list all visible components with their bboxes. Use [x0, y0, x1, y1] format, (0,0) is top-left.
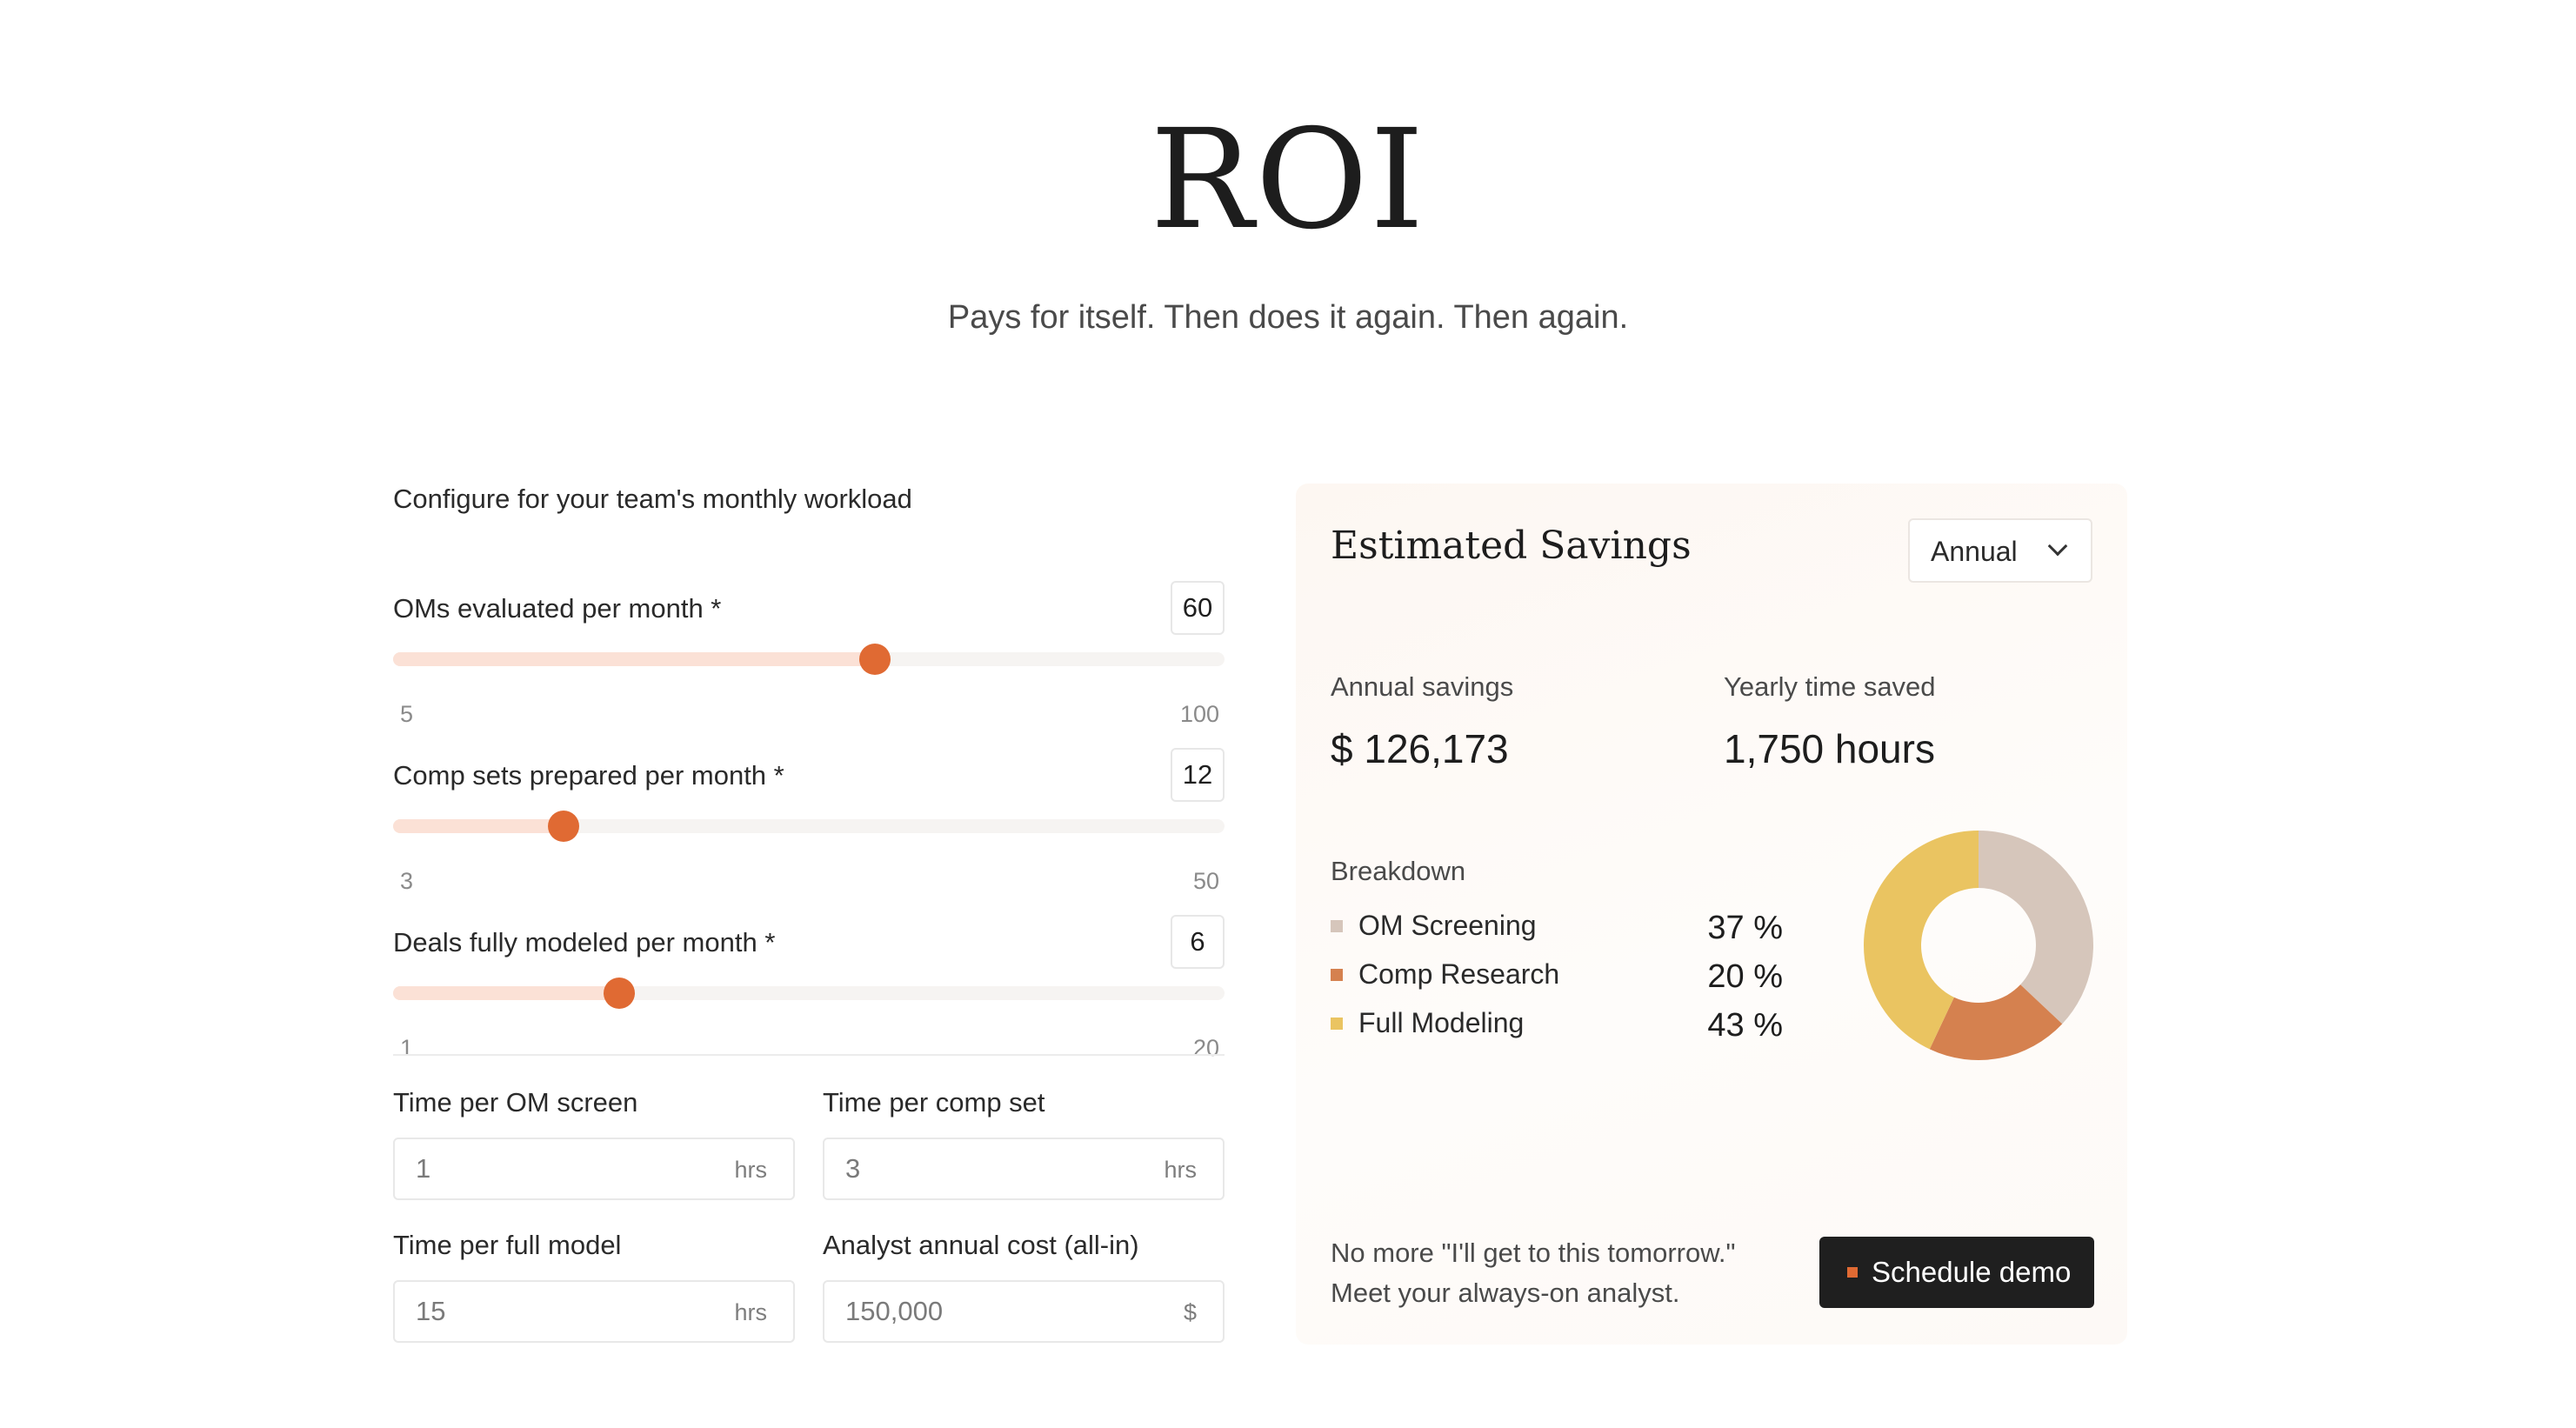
- comps-slider-label: Comp sets prepared per month *: [393, 760, 784, 791]
- oms-slider-min: 5: [400, 701, 414, 727]
- analyst-cost-label: Analyst annual cost (all-in): [823, 1230, 1139, 1260]
- annual-savings-value: $ 126,173: [1331, 726, 1509, 771]
- breakdown-percent: 37 %: [1707, 910, 1783, 946]
- donut-slice-om-screening: [1979, 831, 2093, 1024]
- breakdown-row-full-modeling: Full Modeling 43 %: [1331, 1005, 1783, 1044]
- oms-slider-track[interactable]: [393, 644, 1225, 675]
- comp-time-field[interactable]: hrs: [823, 1138, 1225, 1200]
- schedule-demo-button[interactable]: Schedule demo: [1819, 1237, 2094, 1308]
- page-title: ROI: [1150, 100, 1426, 260]
- chevron-down-icon: [2047, 536, 2068, 557]
- breakdown-name: Comp Research: [1358, 958, 1560, 990]
- om-time-label: Time per OM screen: [393, 1087, 638, 1118]
- model-time-unit: hrs: [734, 1299, 767, 1325]
- legend-swatch-full-modeling: [1331, 1018, 1343, 1030]
- cta-line-2: Meet your always-on analyst.: [1331, 1278, 1680, 1308]
- comp-time-input[interactable]: [845, 1139, 1106, 1198]
- deals-slider-max: 20: [1192, 1035, 1219, 1061]
- donut-slice-comp-research: [1929, 984, 2063, 1060]
- breakdown-donut-chart: [1864, 831, 2093, 1060]
- comps-slider-fill: [393, 819, 564, 833]
- breakdown-name: Full Modeling: [1358, 1007, 1525, 1038]
- analyst-cost-input[interactable]: [845, 1282, 1106, 1341]
- savings-title: Estimated Savings: [1331, 524, 1692, 568]
- om-time-input[interactable]: [416, 1139, 677, 1198]
- donut-slice-full-modeling: [1864, 831, 1979, 1050]
- page-subtitle: Pays for itself. Then does it again. The…: [947, 299, 1629, 336]
- model-time-input[interactable]: [416, 1282, 677, 1341]
- time-saved-label: Yearly time saved: [1724, 671, 1936, 702]
- annual-savings-label: Annual savings: [1331, 671, 1514, 702]
- comps-slider-min: 3: [400, 868, 414, 894]
- comps-value-input[interactable]: 12: [1171, 748, 1225, 802]
- breakdown-row-om-screening: OM Screening 37 %: [1331, 908, 1783, 946]
- model-time-label: Time per full model: [393, 1230, 622, 1260]
- period-select-value: Annual: [1931, 536, 2018, 567]
- analyst-cost-unit: $: [1183, 1299, 1197, 1325]
- breakdown-name: OM Screening: [1358, 910, 1537, 941]
- breakdown-title: Breakdown: [1331, 856, 1466, 886]
- legend-swatch-om-screening: [1331, 920, 1343, 932]
- breakdown-percent: 20 %: [1707, 958, 1783, 995]
- period-select[interactable]: Annual: [1908, 518, 2092, 583]
- breakdown-row-comp-research: Comp Research 20 %: [1331, 957, 1783, 995]
- deals-slider-fill: [393, 986, 620, 1000]
- deals-slider-label: Deals fully modeled per month *: [393, 927, 776, 958]
- config-heading: Configure for your team's monthly worklo…: [393, 484, 912, 514]
- section-divider: [393, 1054, 1225, 1056]
- om-time-field[interactable]: hrs: [393, 1138, 795, 1200]
- deals-slider-min: 1: [400, 1035, 414, 1061]
- deals-slider-thumb[interactable]: [604, 978, 636, 1009]
- legend-swatch-comp-research: [1331, 969, 1343, 981]
- oms-value-input[interactable]: 60: [1171, 581, 1225, 635]
- analyst-cost-field[interactable]: $: [823, 1280, 1225, 1343]
- oms-slider-thumb[interactable]: [858, 644, 891, 675]
- deals-value-input[interactable]: 6: [1171, 915, 1225, 969]
- model-time-field[interactable]: hrs: [393, 1280, 795, 1343]
- comp-time-label: Time per comp set: [823, 1087, 1045, 1118]
- cta-line-1: No more "I'll get to this tomorrow.": [1331, 1238, 1736, 1268]
- schedule-demo-label: Schedule demo: [1872, 1256, 2072, 1288]
- time-saved-value: 1,750 hours: [1724, 726, 1935, 771]
- deals-slider-track[interactable]: [393, 978, 1225, 1009]
- om-time-unit: hrs: [734, 1157, 767, 1183]
- square-bullet-icon: [1847, 1267, 1858, 1278]
- savings-panel: Estimated Savings Annual Annual savings …: [1296, 484, 2127, 1345]
- comps-slider-max: 50: [1192, 868, 1219, 894]
- comps-slider-thumb[interactable]: [547, 811, 579, 842]
- oms-slider-max: 100: [1179, 701, 1219, 727]
- comp-time-unit: hrs: [1164, 1157, 1197, 1183]
- breakdown-percent: 43 %: [1707, 1007, 1783, 1044]
- oms-slider-label: OMs evaluated per month *: [393, 593, 722, 624]
- comps-slider-track[interactable]: [393, 811, 1225, 842]
- cta-text: No more "I'll get to this tomorrow." Mee…: [1331, 1233, 1736, 1313]
- oms-slider-fill: [393, 652, 875, 666]
